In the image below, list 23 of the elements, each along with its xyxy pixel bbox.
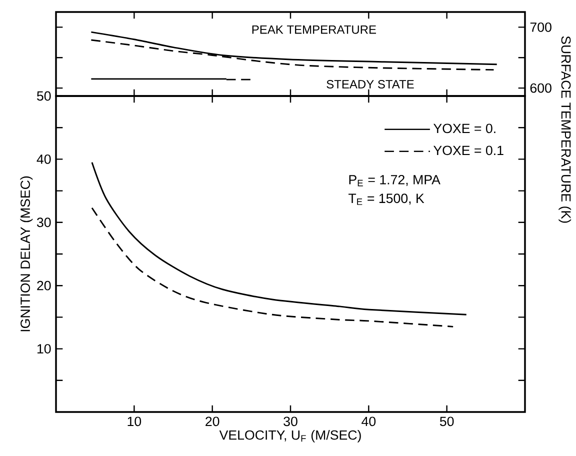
y-tick-label: 40 <box>36 154 51 164</box>
line-series <box>91 162 468 316</box>
x-tick-label: 50 <box>440 416 454 426</box>
y2-axis-title: SURFACE TEMPERATURE (K) <box>558 36 572 223</box>
annotation: P$_{E}$ = 1.72, MPA <box>349 174 440 186</box>
legend-label: YOXE = 0. <box>434 124 496 134</box>
x-tick-label: 20 <box>206 416 220 426</box>
x-axis-title: VELOCITY, U$_{F}$ (M/SEC) <box>219 430 361 442</box>
x-tick-label: 40 <box>362 416 376 426</box>
annotation: STEADY STATE <box>326 80 414 88</box>
annotation: PEAK TEMPERATURE <box>252 25 376 34</box>
y2-tick-label: 600 <box>530 83 552 93</box>
y2-tick-label: 700 <box>530 22 552 32</box>
legend-label: YOXE = 0.1 <box>434 146 504 156</box>
annotation: T$_{E}$ = 1500, K <box>348 194 424 205</box>
y-tick-label: 50 <box>37 91 51 101</box>
line-series <box>91 207 454 328</box>
y-tick-label: 10 <box>37 344 51 354</box>
x-tick-label: 10 <box>128 416 142 426</box>
y-tick-label: 30 <box>36 218 51 228</box>
x-tick-label: 30 <box>284 416 298 426</box>
y-axis-title: IGNITION DELAY (MSEC) <box>20 176 33 332</box>
y-tick-label: 20 <box>37 280 51 290</box>
